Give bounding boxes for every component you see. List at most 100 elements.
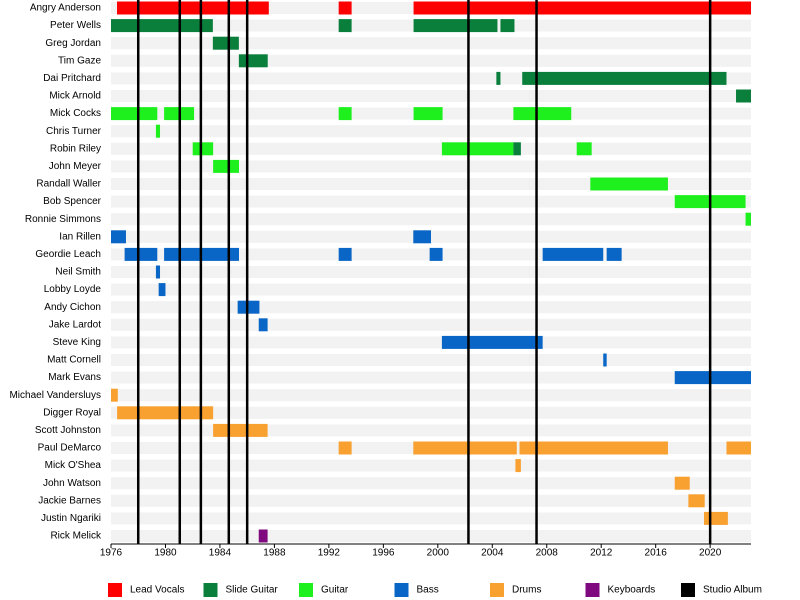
membership-bar xyxy=(111,19,213,33)
member-label: Andy Cichon xyxy=(44,302,101,313)
x-tick-label: 2000 xyxy=(427,548,450,559)
member-label: Justin Ngariki xyxy=(41,513,101,524)
membership-bar xyxy=(338,107,352,121)
x-tick-label: 1984 xyxy=(209,548,232,559)
row-band xyxy=(111,512,751,525)
row-band xyxy=(111,354,751,366)
member-label: Ian Rillen xyxy=(59,231,101,242)
x-tick-label: 1976 xyxy=(100,548,123,559)
x-tick-label: 1996 xyxy=(372,548,395,559)
row-band xyxy=(111,389,751,402)
member-label: Rick Melick xyxy=(50,531,102,542)
row-band xyxy=(111,125,751,138)
membership-bar xyxy=(413,107,443,121)
member-label: John Watson xyxy=(43,478,101,489)
row-band xyxy=(111,160,751,173)
row-band xyxy=(111,371,751,384)
member-label: Scott Johnston xyxy=(35,425,101,436)
member-label: Mick Arnold xyxy=(49,91,101,102)
legend-label: Studio Album xyxy=(703,585,762,596)
member-label: Robin Riley xyxy=(50,143,101,154)
membership-bar xyxy=(429,247,443,261)
member-label: Mick Cocks xyxy=(50,108,101,119)
legend-label: Guitar xyxy=(321,585,349,596)
row-band xyxy=(111,90,751,102)
member-label: Geordie Leach xyxy=(35,249,101,260)
membership-bar xyxy=(158,283,166,297)
row-band xyxy=(111,424,751,437)
membership-bar xyxy=(124,247,158,261)
row-band xyxy=(111,301,751,314)
membership-bar xyxy=(155,124,161,138)
membership-bar xyxy=(704,511,728,525)
x-tick-label: 2008 xyxy=(536,548,559,559)
membership-bar xyxy=(192,142,214,156)
membership-bar xyxy=(338,247,352,261)
row-band xyxy=(111,283,751,296)
x-tick-label: 2012 xyxy=(590,548,613,559)
membership-bar xyxy=(111,230,126,244)
membership-bar xyxy=(606,247,622,261)
member-label: Tim Gaze xyxy=(58,55,101,66)
member-label: Chris Turner xyxy=(46,126,102,137)
membership-bar xyxy=(515,459,521,473)
membership-bar xyxy=(576,142,592,156)
membership-bar xyxy=(338,19,352,33)
membership-bar xyxy=(338,441,352,455)
membership-bar xyxy=(213,159,239,173)
row-band xyxy=(111,530,751,542)
member-label: Jackie Barnes xyxy=(38,495,101,506)
membership-bar xyxy=(542,247,604,261)
membership-bar xyxy=(441,335,543,349)
legend-swatch xyxy=(490,583,504,597)
legend-label: Slide Guitar xyxy=(226,585,279,596)
legend-label: Lead Vocals xyxy=(130,585,185,596)
row-band xyxy=(111,266,751,278)
membership-bar xyxy=(111,388,118,402)
row-band xyxy=(111,213,751,226)
membership-bar xyxy=(155,265,161,279)
member-label: Matt Cornell xyxy=(47,355,101,366)
membership-bar xyxy=(413,230,431,244)
membership-bar xyxy=(590,177,668,191)
membership-bar xyxy=(212,36,239,50)
row-band xyxy=(111,459,751,472)
member-label: Lobby Loyde xyxy=(44,284,102,295)
row-band xyxy=(111,195,751,208)
member-label: Mick O'Shea xyxy=(45,460,102,471)
legend-swatch xyxy=(299,583,313,597)
legend-swatch xyxy=(585,583,600,597)
membership-bar xyxy=(213,423,268,437)
member-label: Steve King xyxy=(53,337,101,348)
member-label: Greg Jordan xyxy=(45,38,101,49)
row-band xyxy=(111,336,751,349)
membership-bar xyxy=(736,89,751,103)
membership-bar xyxy=(413,19,498,33)
member-label: Ronnie Simmons xyxy=(25,214,101,225)
membership-bar xyxy=(116,1,269,15)
membership-bar xyxy=(745,212,751,226)
membership-bar xyxy=(513,107,572,121)
membership-bar xyxy=(413,441,517,455)
membership-bar xyxy=(413,1,751,15)
membership-bar xyxy=(500,19,515,33)
membership-bar xyxy=(117,406,214,420)
member-label: Bob Spencer xyxy=(43,196,101,207)
member-label: John Meyer xyxy=(49,161,102,172)
membership-bar xyxy=(441,142,514,156)
row-band xyxy=(111,494,751,507)
member-label: Angry Anderson xyxy=(30,3,101,14)
membership-bar xyxy=(513,142,521,156)
x-tick-label: 1992 xyxy=(318,548,341,559)
row-band xyxy=(111,37,751,50)
membership-bar xyxy=(237,300,260,314)
row-band xyxy=(111,318,751,331)
membership-bar xyxy=(726,441,751,455)
member-label: Dai Pritchard xyxy=(43,73,101,84)
legend-swatch xyxy=(203,583,218,597)
member-label: Michael Vandersluys xyxy=(9,390,101,401)
membership-bar xyxy=(519,441,668,455)
member-label: Digger Royal xyxy=(43,407,101,418)
